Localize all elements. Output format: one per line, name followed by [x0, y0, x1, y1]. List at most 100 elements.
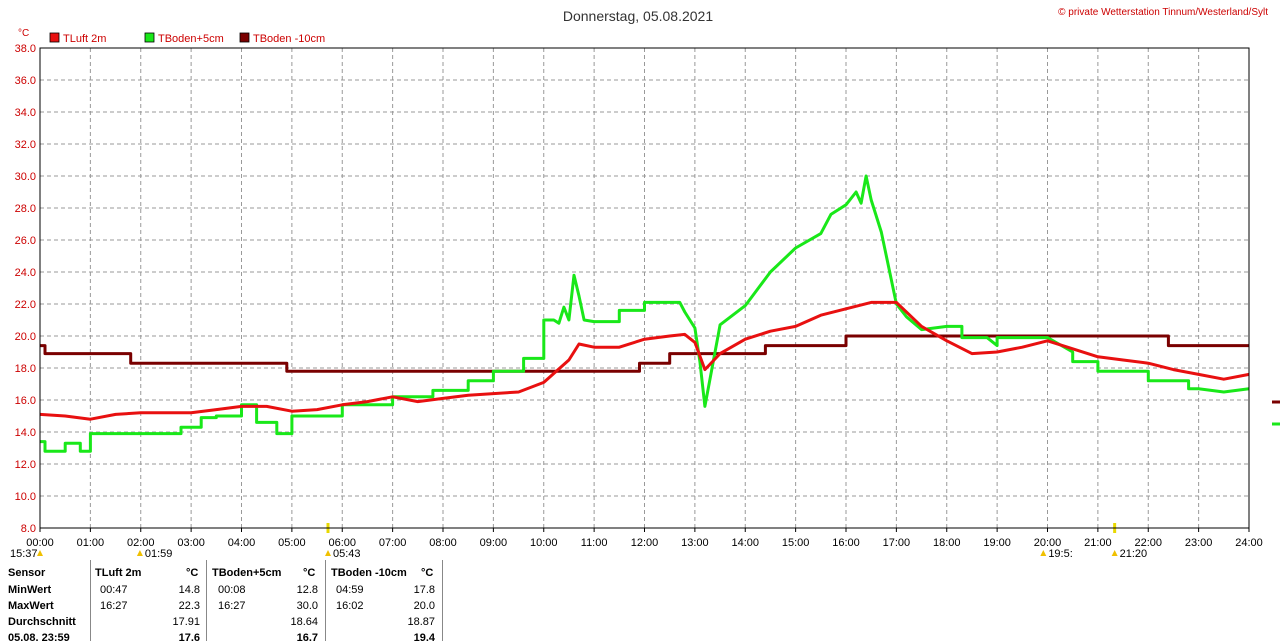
stats-cell: 00:08: [218, 584, 246, 596]
y-tick-labels: 8.0 10.0 12.0 14.0 16.0 18.0 20.0 22.0 24.0 26.0 2…: [15, 43, 36, 535]
sun-marker: [1040, 550, 1047, 556]
stats-header-unit-3: °C: [421, 567, 434, 579]
x-tick-label: 04:00: [228, 537, 256, 549]
stats-cell: 22.3: [178, 600, 200, 612]
x-tick-label: 20:00: [1034, 537, 1062, 549]
x-tick-label: 22:00: [1134, 537, 1162, 549]
x-tick-label: 01:00: [77, 537, 105, 549]
legend-swatch: [144, 32, 155, 43]
y-tick-label: 36.0: [15, 75, 36, 87]
x-tick-label: 07:00: [379, 537, 407, 549]
sun-marker-label: 21:20: [1120, 548, 1148, 560]
x-tick-label: 24:00: [1235, 537, 1263, 549]
y-tick-label: 28.0: [15, 203, 36, 215]
y-tick-label: 18.0: [15, 363, 36, 375]
y-tick-label: 12.0: [15, 459, 36, 471]
x-tick-label: 23:00: [1185, 537, 1213, 549]
legend-label: TLuft 2m: [63, 33, 106, 45]
stats-cell: 04:59: [336, 584, 364, 596]
stats-cell: 18.64: [290, 616, 318, 628]
stats-cell: 16:27: [100, 600, 128, 612]
legend-swatch: [239, 32, 250, 43]
right-edge-marks: [1272, 400, 1280, 426]
sun-marker: [324, 550, 331, 556]
y-tick-label: 32.0: [15, 139, 36, 151]
x-tick-label: 00:00: [26, 537, 54, 549]
stats-cell: 17.8: [413, 584, 435, 596]
stats-cell: 20.0: [413, 600, 435, 612]
stats-cell: 16:02: [336, 600, 364, 612]
stats-cell: 18.87: [407, 616, 435, 628]
sun-marker-label: 19:5:: [1048, 548, 1072, 560]
y-tick-label: 8.0: [21, 523, 36, 535]
stats-cell: 30.0: [296, 600, 318, 612]
stats-cell: 05.08. 23:59: [8, 632, 70, 644]
stats-header-s3: TBoden -10cm: [331, 567, 407, 579]
stats-cell: 14.8: [178, 584, 200, 596]
stats-header-s1: TLuft 2m: [95, 567, 142, 579]
x-tick-label: 18:00: [933, 537, 961, 549]
legend: TLuft 2m TBoden+5cm TBoden -10cm: [49, 32, 325, 45]
stats-cell: 12.8: [296, 584, 318, 596]
x-tick-label: 08:00: [429, 537, 457, 549]
x-tick-labels: 00:00 01:00 02:00 03:00 04:00 05:00 06:00 07:00…: [26, 537, 1263, 549]
x-tick-label: 13:00: [681, 537, 709, 549]
stats-cell: 17.6: [178, 632, 200, 644]
x-tick-label: 21:00: [1084, 537, 1112, 549]
x-tick-label: 19:00: [983, 537, 1011, 549]
chart-title: Donnerstag, 05.08.2021: [563, 8, 713, 24]
copyright-text: © private Wetterstation Tinnum/Westerlan…: [1058, 7, 1268, 18]
sun-marker: [37, 550, 43, 556]
stats-header-unit-1: °C: [186, 567, 199, 579]
stats-cell: 19.4: [413, 632, 435, 644]
x-tick-label: 12:00: [631, 537, 659, 549]
stats-header-s2: TBoden+5cm: [212, 567, 282, 579]
x-tick-label: 03:00: [177, 537, 205, 549]
x-tick-label: 15:00: [782, 537, 810, 549]
series-line: [40, 174, 1250, 453]
temperature-chart: Donnerstag, 05.08.2021 © private Wetters…: [10, 7, 1280, 560]
y-tick-label: 26.0: [15, 235, 36, 247]
x-tick-label: 09:00: [480, 537, 508, 549]
x-tick-label: 05:00: [278, 537, 306, 549]
series-line: [39, 300, 1250, 421]
stats-cell: MaxWert: [8, 600, 54, 612]
stats-header-unit-2: °C: [303, 567, 316, 579]
stats-cell: 17.91: [172, 616, 200, 628]
y-tick-label: 10.0: [15, 491, 36, 503]
y-tick-label: 14.0: [15, 427, 36, 439]
legend-label: TBoden+5cm: [158, 33, 224, 45]
plot-frame: [39, 47, 1250, 529]
sun-markers: 15:37 01:59 05:43 19:5: 21:20: [10, 523, 1147, 560]
x-tick-label: 06:00: [328, 537, 356, 549]
y-tick-label: 30.0: [15, 171, 36, 183]
x-tick-label: 11:00: [581, 537, 608, 549]
stats-cell: 16:27: [218, 600, 246, 612]
x-tick-label: 17:00: [883, 537, 911, 549]
sun-marker-label: 05:43: [333, 548, 361, 560]
y-unit-label: °C: [18, 28, 29, 39]
stats-cell: 00:47: [100, 584, 128, 596]
stats-header-sensor: Sensor: [8, 567, 46, 579]
sun-marker: [1111, 550, 1118, 556]
stats-cell: MinWert: [8, 584, 52, 596]
x-tick-label: 10:00: [530, 537, 558, 549]
x-tick-label: 02:00: [127, 537, 155, 549]
series-line: [40, 334, 1249, 373]
series-lines: [39, 174, 1250, 453]
stats-cell: Durchschnitt: [8, 616, 76, 628]
x-tick-label: 14:00: [731, 537, 759, 549]
sun-marker-label: 15:37: [10, 548, 38, 560]
y-tick-label: 20.0: [15, 331, 36, 343]
sun-marker: [136, 550, 143, 556]
y-tick-label: 22.0: [15, 299, 36, 311]
y-tick-label: 38.0: [15, 43, 36, 55]
x-tick-label: 16:00: [832, 537, 860, 549]
stats-table: Sensor TLuft 2m °C TBoden+5cm °C TBoden …: [0, 560, 443, 644]
legend-label: TBoden -10cm: [253, 33, 325, 45]
stats-cell: 16.7: [296, 632, 318, 644]
sun-marker-label: 01:59: [145, 548, 173, 560]
grid: [39, 48, 1250, 532]
y-tick-label: 24.0: [15, 267, 36, 279]
y-tick-label: 34.0: [15, 107, 36, 119]
